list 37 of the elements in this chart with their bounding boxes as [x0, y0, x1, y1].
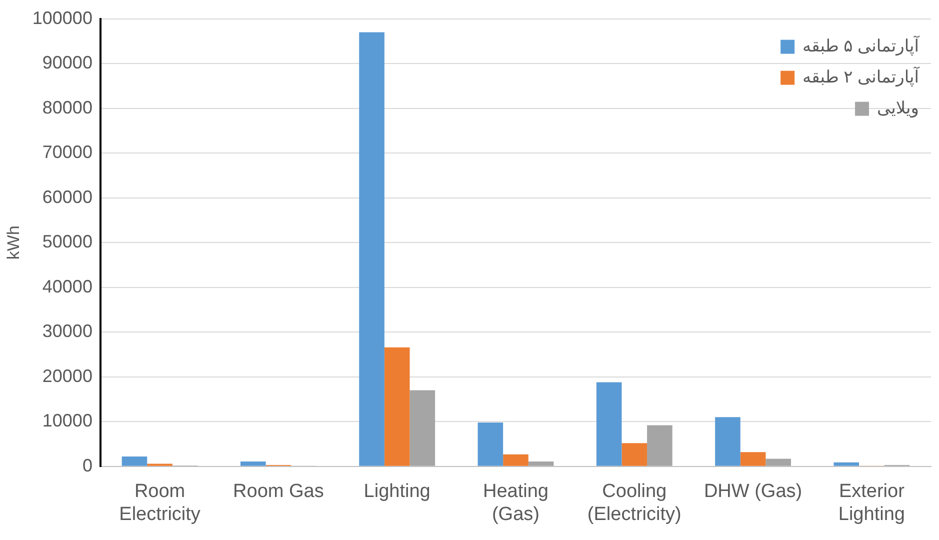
bar — [122, 456, 148, 466]
y-tick-label: 50000 — [42, 232, 92, 252]
x-tick-label: DHW (Gas) — [704, 481, 802, 502]
bar — [622, 443, 648, 466]
bar — [410, 390, 436, 466]
bar — [596, 382, 622, 466]
y-axis-title: kWh — [4, 226, 23, 260]
legend-label: ویلایی — [877, 98, 919, 118]
bar — [478, 422, 504, 466]
y-tick-label: 100000 — [32, 8, 92, 28]
bar — [359, 32, 384, 466]
bar — [384, 347, 410, 466]
bar — [647, 425, 672, 466]
y-tick-label: 20000 — [42, 366, 92, 386]
bar — [740, 452, 766, 466]
bar — [766, 458, 791, 466]
y-tick-label: 70000 — [42, 142, 92, 162]
x-tick-label: Cooling (Electricity) — [587, 481, 682, 525]
x-tick-label: Exterior Lighting — [838, 481, 906, 525]
x-tick-label: Lighting — [364, 481, 430, 502]
y-tick-label: 40000 — [42, 276, 92, 296]
x-tick-label: Heating (Gas) — [482, 481, 548, 525]
y-tick-label: 30000 — [42, 321, 92, 342]
legend-label: آپارتمانی ۲ طبقه — [802, 66, 920, 88]
y-tick-label: 90000 — [42, 52, 92, 73]
legend-label: آپارتمانی ۵ طبقه — [802, 35, 920, 56]
x-tick-label: Room Electricity — [119, 481, 201, 525]
bar — [528, 461, 554, 466]
y-tick-label: 80000 — [42, 97, 92, 118]
bar — [715, 417, 740, 466]
bar — [503, 454, 528, 466]
y-tick-label: 0 — [82, 455, 92, 476]
y-tick-label: 10000 — [42, 410, 92, 431]
bar — [834, 462, 860, 466]
bar — [240, 461, 266, 466]
y-tick-label: 60000 — [42, 186, 92, 207]
x-tick-label: Room Gas — [233, 481, 324, 502]
